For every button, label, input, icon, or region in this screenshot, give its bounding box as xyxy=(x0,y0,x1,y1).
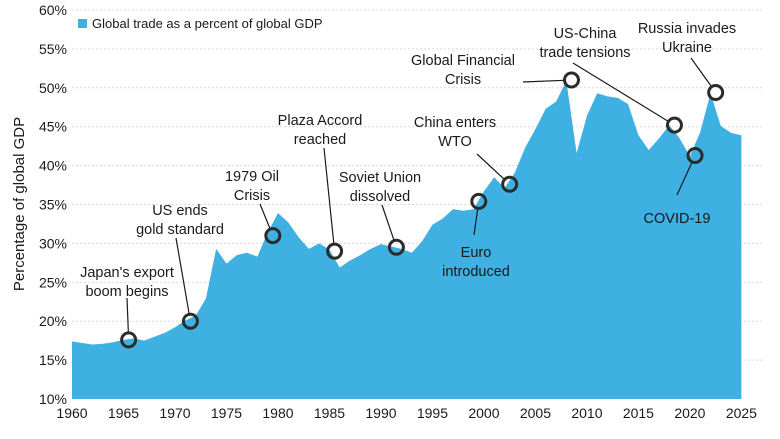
annotation-leader xyxy=(690,57,713,88)
annotation: Russia invades Ukraine xyxy=(638,21,736,101)
x-tick-label: 1975 xyxy=(211,405,242,421)
x-axis-ticks: 1960 1965 1970 1975 1980 1985 1990 1995 2000 2005… xyxy=(56,405,757,421)
x-tick-label: 1965 xyxy=(108,405,139,421)
annotation: Soviet Union dissolved xyxy=(339,170,421,256)
annotation-marker xyxy=(120,331,138,349)
annotation: US ends gold standard xyxy=(136,203,224,330)
x-tick-label: 2000 xyxy=(468,405,499,421)
annotation-leader xyxy=(126,297,129,333)
x-tick-label: 1995 xyxy=(417,405,448,421)
annotation-marker xyxy=(501,175,519,193)
annotation-leader xyxy=(572,62,669,122)
annotation: China enters WTO xyxy=(414,115,519,193)
annotation-leader xyxy=(175,237,190,315)
annotation-label: China enters xyxy=(414,115,496,131)
annotation-label: Crisis xyxy=(234,188,270,204)
area-layer xyxy=(72,80,742,400)
annotation-label: dissolved xyxy=(350,189,410,205)
y-tick-label: 30% xyxy=(39,235,67,251)
x-tick-label: 1960 xyxy=(56,405,87,421)
annotation-marker xyxy=(387,238,405,256)
annotation-marker xyxy=(707,83,725,101)
annotation-marker xyxy=(264,227,282,245)
trade-area-series xyxy=(72,80,742,400)
annotation-marker xyxy=(562,71,580,89)
annotation-leader xyxy=(323,147,335,245)
annotation-label: trade tensions xyxy=(539,45,630,61)
annotation-marker xyxy=(181,312,199,330)
y-tick-label: 25% xyxy=(39,274,67,290)
annotation-leader xyxy=(259,203,271,230)
x-tick-label: 1970 xyxy=(159,405,190,421)
annotation-label: US ends xyxy=(152,203,208,219)
annotation-label: Global Financial xyxy=(411,53,515,69)
annotation: Global Financial Crisis xyxy=(411,53,580,89)
annotation-leader xyxy=(476,153,505,180)
annotation-layer: Japan's export boom begins US ends gold sta… xyxy=(80,21,736,349)
y-tick-label: 50% xyxy=(39,80,67,96)
annotation-label: US-China xyxy=(554,26,618,42)
x-tick-label: 2015 xyxy=(623,405,654,421)
annotation-leader xyxy=(676,161,693,196)
y-axis-ticks: 10% 15% 20% 25% 30% 35% 40% 45% 50% 55% 60% xyxy=(39,2,67,407)
annotation-label: 1979 Oil xyxy=(225,169,279,185)
annotation-label: Soviet Union xyxy=(339,170,421,186)
annotation-marker xyxy=(326,242,344,260)
x-tick-label: 2010 xyxy=(571,405,602,421)
annotation-label: reached xyxy=(294,132,346,148)
annotation-marker xyxy=(686,146,704,164)
annotation-label: gold standard xyxy=(136,222,224,238)
y-tick-label: 55% xyxy=(39,41,67,57)
annotation-label: COVID-19 xyxy=(644,211,711,227)
y-tick-label: 10% xyxy=(39,391,67,407)
annotation-leader xyxy=(522,79,565,83)
x-tick-label: 1985 xyxy=(314,405,345,421)
annotation-label: WTO xyxy=(438,134,472,150)
x-tick-label: 1980 xyxy=(262,405,293,421)
y-tick-label: 15% xyxy=(39,352,67,368)
x-tick-label: 2020 xyxy=(674,405,705,421)
annotation-leader xyxy=(381,204,395,241)
y-tick-label: 60% xyxy=(39,2,67,18)
y-tick-label: 40% xyxy=(39,158,67,174)
annotation: Japan's export boom begins xyxy=(80,265,174,349)
annotation-label: Ukraine xyxy=(662,40,712,56)
annotation-label: Plaza Accord xyxy=(278,113,363,129)
annotation: 1979 Oil Crisis xyxy=(225,169,282,245)
annotation-label: Euro xyxy=(461,245,492,261)
annotation-label: Crisis xyxy=(445,72,481,88)
annotation: US-China trade tensions xyxy=(539,26,683,134)
legend: Global trade as a percent of global GDP xyxy=(78,16,323,31)
annotation-label: boom begins xyxy=(85,284,168,300)
annotation: Euro introduced xyxy=(442,192,510,280)
annotation-leader xyxy=(473,208,479,236)
x-tick-label: 2025 xyxy=(726,405,757,421)
annotation-marker xyxy=(470,192,488,210)
annotation: COVID-19 xyxy=(644,146,711,227)
annotation-label: Japan's export xyxy=(80,265,174,281)
legend-swatch xyxy=(78,19,87,28)
annotation: Plaza Accord reached xyxy=(278,113,363,260)
y-tick-label: 45% xyxy=(39,119,67,135)
y-tick-label: 20% xyxy=(39,313,67,329)
annotation-marker xyxy=(665,116,683,134)
annotation-label: Russia invades xyxy=(638,21,736,37)
x-tick-label: 1990 xyxy=(365,405,396,421)
y-tick-label: 35% xyxy=(39,197,67,213)
y-axis-title: Percentage of global GDP xyxy=(11,117,28,291)
legend-label: Global trade as a percent of global GDP xyxy=(92,16,323,31)
x-tick-label: 2005 xyxy=(520,405,551,421)
annotation-label: introduced xyxy=(442,264,510,280)
